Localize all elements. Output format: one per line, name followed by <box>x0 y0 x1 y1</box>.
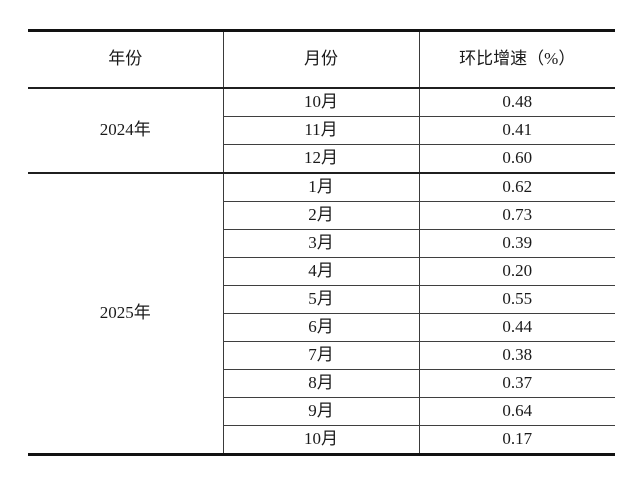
table-row: 12月 0.60 <box>28 144 615 174</box>
table-row: 4月 0.20 <box>28 257 615 286</box>
month-cell: 6月 <box>222 313 419 342</box>
month-cell: 8月 <box>222 369 419 398</box>
header-row: 年份 月份 环比增速（%） <box>28 30 615 89</box>
value-cell: 0.48 <box>418 88 615 117</box>
header-cell-month: 月份 <box>222 30 419 89</box>
value-cell: 0.73 <box>418 201 615 230</box>
value-cell: 0.62 <box>418 172 615 202</box>
month-cell: 5月 <box>222 285 419 314</box>
table-row: 6月 0.44 <box>28 313 615 342</box>
table-row: 3月 0.39 <box>28 229 615 258</box>
month-cell: 12月 <box>222 144 419 174</box>
value-cell: 0.17 <box>418 425 615 455</box>
header-cell-year: 年份 <box>28 30 223 89</box>
month-cell: 10月 <box>222 88 419 117</box>
value-cell: 0.60 <box>418 144 615 174</box>
table-row: 7月 0.38 <box>28 341 615 370</box>
table-row: 2025年 1月 0.62 <box>28 172 615 455</box>
table-row: 8月 0.37 <box>28 369 615 398</box>
month-cell: 2月 <box>222 201 419 230</box>
year-cell: 2025年 <box>28 172 223 455</box>
month-cell: 3月 <box>222 229 419 258</box>
value-cell: 0.44 <box>418 313 615 342</box>
month-cell: 9月 <box>222 397 419 426</box>
value-cell: 0.41 <box>418 116 615 145</box>
table-row: 9月 0.64 <box>28 397 615 426</box>
value-cell: 0.39 <box>418 229 615 258</box>
growth-rate-table: 年份 月份 环比增速（%） 2024年 10月 0.48 11月 0.41 12… <box>28 29 615 456</box>
header-cell-growth: 环比增速（%） <box>418 30 615 89</box>
table-row: 2024年 10月 0.48 <box>28 88 615 139</box>
table-row: 2月 0.73 <box>28 201 615 230</box>
month-cell: 10月 <box>222 425 419 455</box>
month-cell: 7月 <box>222 341 419 370</box>
year-cell: 2024年 <box>99 120 151 140</box>
month-cell: 1月 <box>222 172 419 202</box>
table-row: 10月 0.17 <box>28 425 615 455</box>
month-cell: 11月 <box>222 116 419 145</box>
value-cell: 0.37 <box>418 369 615 398</box>
value-cell: 0.38 <box>418 341 615 370</box>
table-row: 5月 0.55 <box>28 285 615 314</box>
table-row: 11月 0.41 <box>28 116 615 145</box>
month-cell: 4月 <box>222 257 419 286</box>
value-cell: 0.20 <box>418 257 615 286</box>
value-cell: 0.64 <box>418 397 615 426</box>
value-cell: 0.55 <box>418 285 615 314</box>
